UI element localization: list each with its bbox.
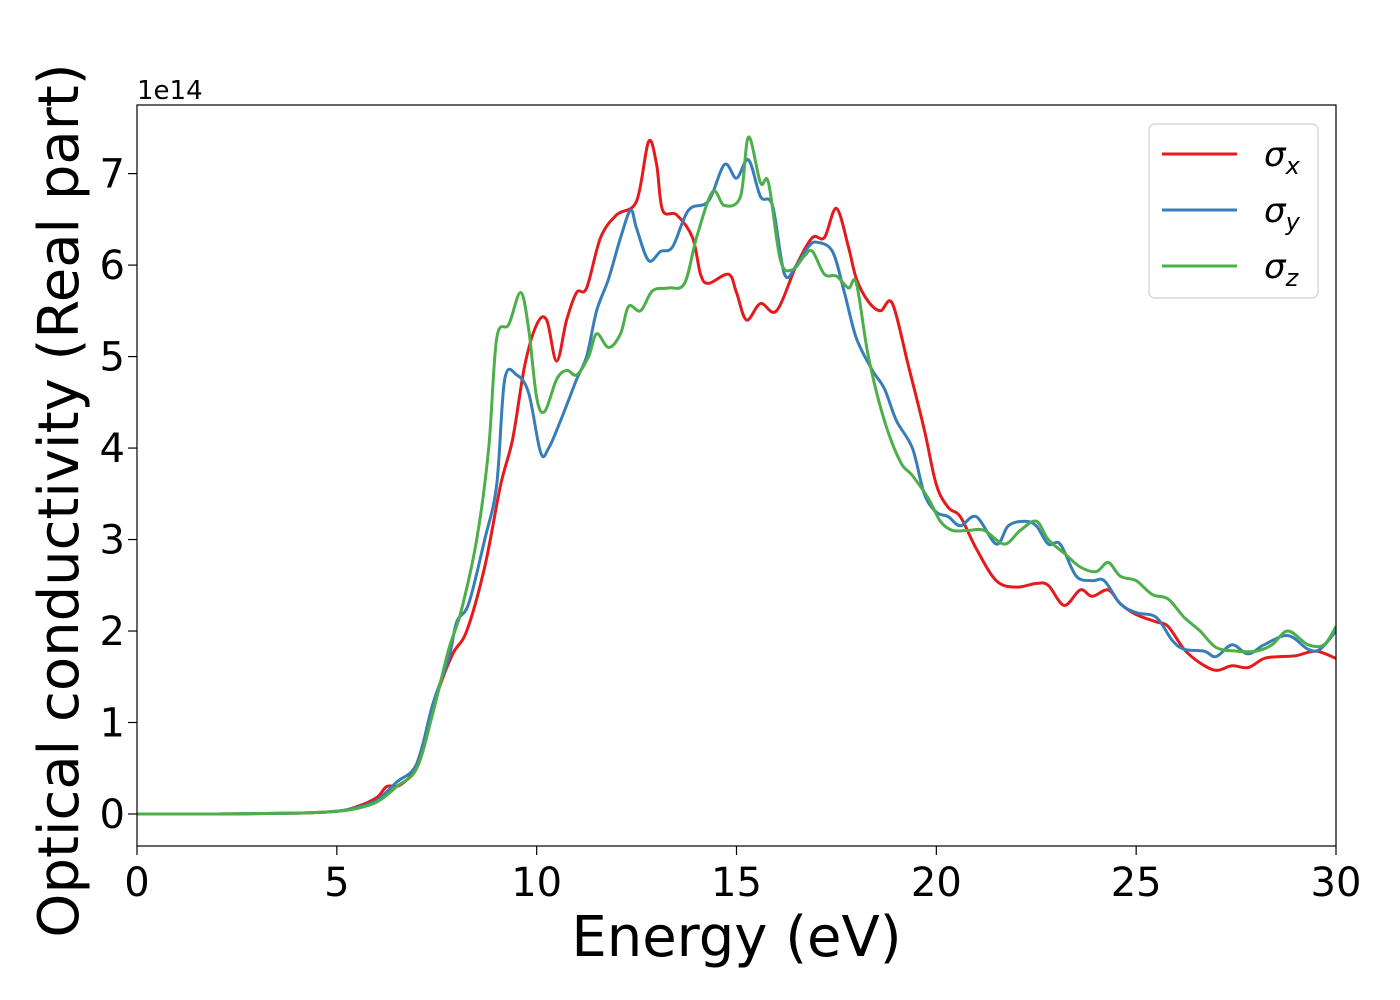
series-layer <box>137 135 1336 816</box>
y-tick-label: 0 <box>100 792 125 838</box>
legend-label-subscript: y <box>1285 208 1301 236</box>
legend-label-subscript: x <box>1285 152 1301 180</box>
y-tick-label: 1 <box>100 701 125 747</box>
y-tick-label: 7 <box>100 152 125 198</box>
series-line-sigma-y <box>137 158 1336 816</box>
x-tick-label: 15 <box>711 860 762 906</box>
y-axis: 0 1 2 3 4 5 6 7 <box>100 152 137 838</box>
y-offset-label: 1e14 <box>137 76 203 106</box>
y-tick-label: 6 <box>100 243 125 289</box>
series-line-sigma-z <box>137 135 1336 816</box>
x-tick-label: 5 <box>324 860 349 906</box>
x-tick-label: 25 <box>1111 860 1162 906</box>
y-tick-label: 4 <box>100 426 125 472</box>
x-axis-title: Energy (eV) <box>571 905 901 970</box>
x-axis: 0 5 10 15 20 25 30 <box>124 846 1361 906</box>
y-tick-label: 5 <box>100 335 125 381</box>
legend-label-subscript: z <box>1285 264 1300 292</box>
y-tick-label: 2 <box>100 609 125 655</box>
x-tick-label: 10 <box>511 860 562 906</box>
y-axis-title: Optical conductivity (Real part) <box>27 63 92 937</box>
x-tick-label: 30 <box>1311 860 1362 906</box>
x-tick-label: 0 <box>124 860 149 906</box>
y-tick-label: 3 <box>100 518 125 564</box>
x-tick-label: 20 <box>911 860 962 906</box>
